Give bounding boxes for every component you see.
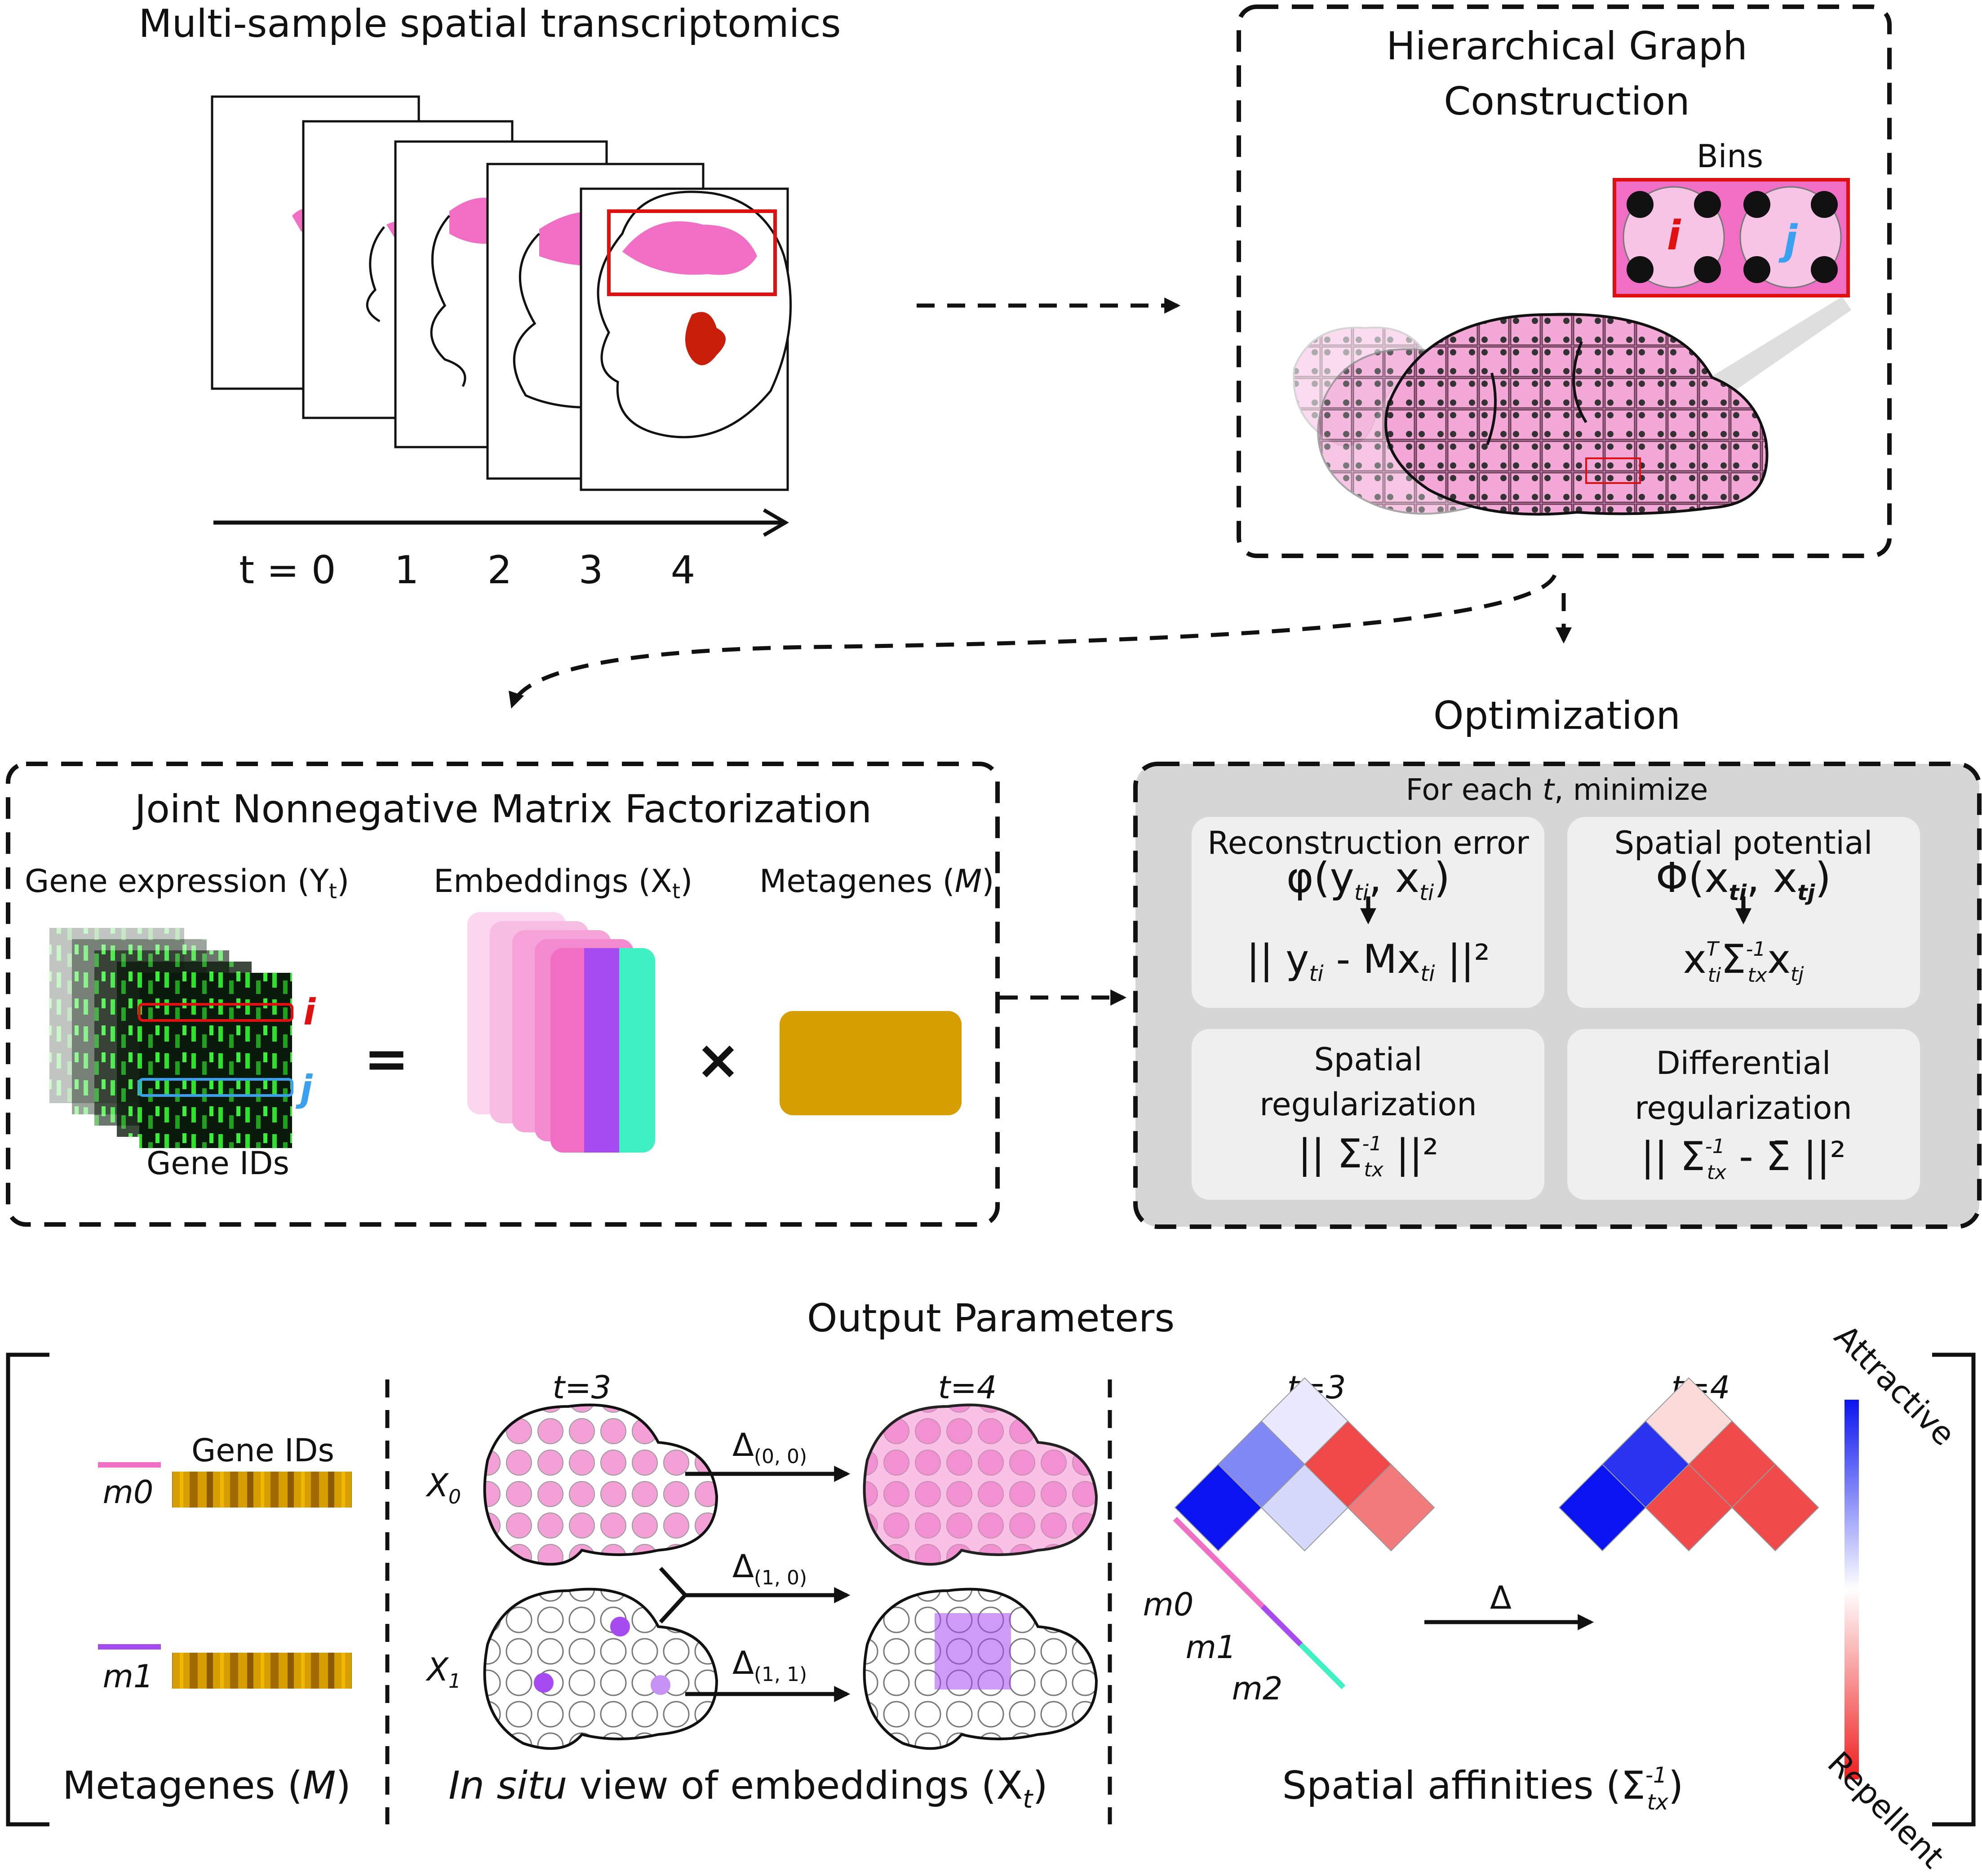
emb-t4-label: t=4	[938, 1369, 997, 1406]
m0-label: m0	[103, 1474, 154, 1511]
affinity-delta-label: Δ	[1490, 1579, 1512, 1616]
equals-sign: =	[364, 1028, 409, 1091]
metagenes-caption: Metagenes (M)	[62, 1763, 351, 1808]
selection-box	[607, 209, 777, 296]
timepoint-4: 4	[671, 548, 696, 593]
gene-expression-label: Gene expression (Yt)	[25, 863, 349, 903]
stage2-title-line1: Hierarchical Graph	[1386, 24, 1747, 69]
m0-axis-line	[1173, 1517, 1265, 1609]
spatial-reg-formula: || Σ-1 tx ||²	[1298, 1131, 1439, 1181]
reconstruction-label: Reconstruction error	[1207, 825, 1529, 861]
stage-multisample: Multi-sample spatial transcriptomics t =…	[138, 1, 841, 593]
metagenes-label: Metagenes (M)	[759, 863, 994, 900]
bins-zoom-box: i j	[1613, 178, 1850, 297]
bins-label: Bins	[1697, 138, 1763, 175]
hierarchical-graph-tissue	[1293, 313, 1769, 516]
diff-reg-label-line2: regularization	[1635, 1090, 1852, 1126]
x0-label: X0	[425, 1467, 461, 1508]
arrow-stage2-to-stage3	[509, 574, 1557, 709]
metagenes-output: Gene IDs m0 m1 Metagenes (M)	[62, 1432, 352, 1808]
tissue-section-stack	[211, 95, 792, 491]
x0-t3-tissue	[483, 1403, 718, 1566]
m1-axis-line	[1260, 1604, 1303, 1647]
row-i-label: i	[303, 991, 316, 1033]
embeddings-stack	[467, 912, 655, 1153]
section-t4-brain	[622, 221, 757, 275]
affinity-colorbar	[1845, 1400, 1859, 1779]
m1-label: m1	[103, 1658, 154, 1695]
delta-10-label: Δ(1, 0)	[732, 1548, 807, 1589]
delta-11-label: Δ(1, 1)	[732, 1645, 807, 1686]
stage4-frame	[1133, 762, 1982, 1229]
m0-metagene-bar	[172, 1472, 352, 1508]
aff-m0-label: m0	[1143, 1586, 1194, 1623]
spatial-reg-label-line2: regularization	[1259, 1086, 1477, 1123]
embedding-teal	[619, 948, 655, 1153]
affinities-caption: Spatial affinities (Σ-1 tx)	[1282, 1763, 1684, 1815]
spatial-affinities-output: t=3 t=4 m0 m1 m2 Δ	[1143, 1318, 1963, 1876]
affinity-matrix-t3	[1174, 1377, 1435, 1552]
delta-00-label: Δ(0, 0)	[732, 1427, 807, 1468]
aff-m2-label: m2	[1232, 1670, 1283, 1707]
metagenes-matrix	[780, 1011, 962, 1115]
spatial-potential-label: Spatial potential	[1614, 825, 1873, 861]
delta-10-branch	[659, 1566, 688, 1624]
gene-ids-label: Gene IDs	[146, 1145, 289, 1182]
bin-i-label: i	[1667, 212, 1681, 259]
timepoint-0: t = 0	[239, 548, 336, 593]
affinity-matrix-t4	[1558, 1377, 1819, 1552]
outputs-title: Output Parameters	[807, 1296, 1175, 1341]
stage-graph-construction: Hierarchical Graph Construction Bins i j	[1237, 4, 1892, 558]
section-t4-red-region	[685, 312, 726, 365]
left-bracket	[6, 1353, 49, 1827]
cell-differential-regularization	[1567, 1029, 1920, 1200]
aff-m1-label: m1	[1186, 1629, 1237, 1666]
row-j-highlight	[138, 1078, 293, 1097]
gene-expression-matrix	[139, 973, 292, 1148]
x1-label: X1	[425, 1651, 461, 1693]
m1-metagene-bar	[172, 1653, 352, 1689]
output-gene-ids-label: Gene IDs	[191, 1432, 334, 1469]
gene-expression-stack: i j	[49, 928, 316, 1148]
timepoint-3: 3	[579, 548, 603, 593]
x1-t3-tissue	[483, 1588, 718, 1750]
stage3-title: Joint Nonnegative Matrix Factorization	[133, 787, 872, 832]
emb-t3-label: t=3	[553, 1369, 612, 1406]
diff-reg-formula: || Σ-1 tx - Σ̄ ||²	[1641, 1133, 1846, 1184]
row-i-highlight	[138, 1003, 293, 1022]
diff-reg-label-line1: Differential	[1656, 1045, 1831, 1082]
stage3-frame	[6, 762, 1000, 1227]
cell-spatial-regularization	[1192, 1029, 1544, 1200]
spatial-reg-label-line1: Spatial	[1314, 1041, 1422, 1078]
reconstruction-formula-bottom: || yti - Mxti ||²	[1246, 936, 1490, 986]
embeddings-in-situ-output: t=3 t=4 X0 X1 Δ(0, 0) Δ(1, 0) Δ(1, 1) In…	[425, 1369, 1098, 1814]
embedding-purple	[584, 948, 619, 1153]
stage4-subtitle: For each t, minimize	[1406, 772, 1708, 807]
row-j-label: j	[295, 1068, 313, 1109]
stage2-frame	[1237, 4, 1892, 558]
repellent-label: Repellent	[1820, 1744, 1951, 1875]
stage-optimization: Optimization For each t, minimize Recons…	[1133, 693, 1982, 1229]
m2-axis-line	[1299, 1642, 1346, 1690]
times-sign: ×	[696, 1029, 741, 1091]
stage1-title: Multi-sample spatial transcriptomics	[138, 1, 841, 46]
time-axis-arrowhead	[763, 508, 789, 537]
stage2-title-line2: Construction	[1444, 79, 1690, 124]
timepoint-2: 2	[488, 548, 512, 593]
embeddings-caption: In situ view of embeddings (Xt)	[448, 1763, 1048, 1814]
timepoint-1: 1	[395, 548, 419, 593]
embeddings-label: Embeddings (Xt)	[434, 863, 692, 903]
stage4-title: Optimization	[1433, 693, 1680, 738]
stage-joint-nmf: Joint Nonnegative Matrix Factorization G…	[6, 762, 1000, 1227]
right-bracket	[1932, 1353, 1976, 1827]
spatial-potential-formula-bottom: xT tiΣ-1 txxtj	[1683, 936, 1805, 987]
spatial-potential-formula-top: Φ(xti, xtj)	[1656, 854, 1831, 905]
output-parameters: Output Parameters Gene IDs m0 m1 Metagen…	[6, 1296, 1976, 1876]
